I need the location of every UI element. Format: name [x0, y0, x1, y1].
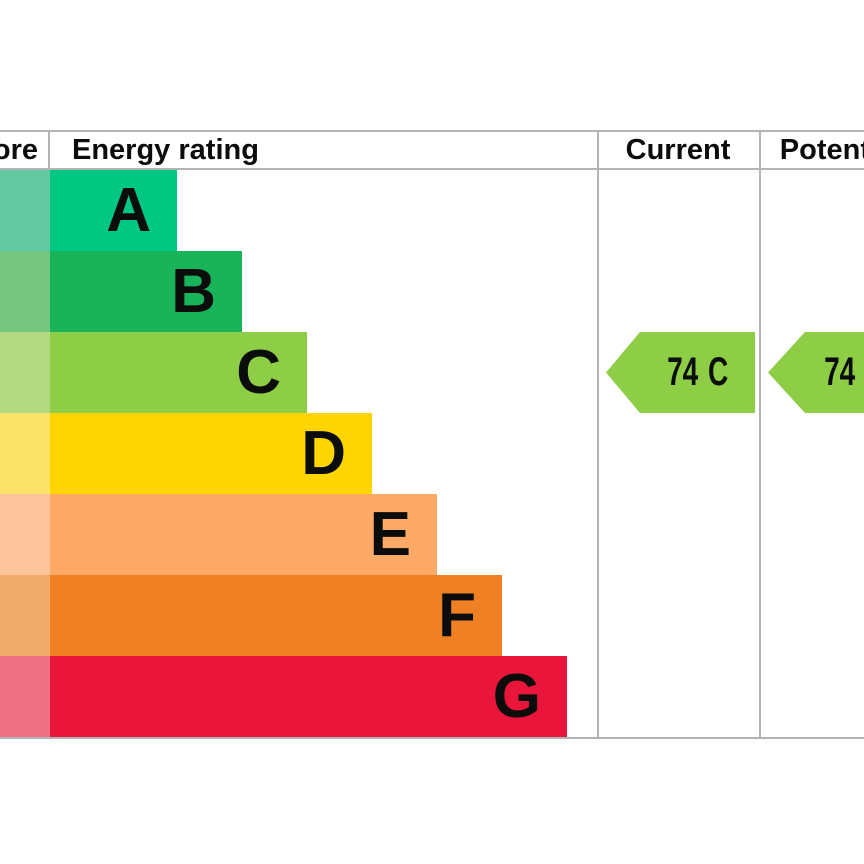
band-letter-f: F	[438, 581, 476, 650]
band-bar-g: G	[50, 656, 567, 737]
band-row-f: 21-38 F	[0, 575, 864, 656]
score-column-header: Score	[0, 134, 38, 166]
band-letter-a: A	[106, 176, 151, 245]
band-row-b: 81-91 B	[0, 251, 864, 332]
current-column-divider	[597, 130, 599, 739]
potential-column-divider	[759, 130, 761, 739]
band-letter-d: D	[301, 419, 346, 488]
score-cell-g: 1-20	[0, 656, 50, 737]
band-letter-c: C	[236, 338, 281, 407]
energy-rating-column-header: Energy rating	[72, 134, 259, 166]
score-cell-a: 92+	[0, 170, 50, 251]
band-bar-c: C	[50, 332, 307, 413]
current-rating-arrow: 74 C	[606, 332, 755, 413]
chart-header-row: Score Energy rating Current Potential	[0, 130, 864, 170]
potential-rating-text: 74C	[824, 350, 864, 395]
potential-rating-score: 74	[823, 350, 856, 394]
band-letter-b: B	[171, 257, 216, 326]
chart-bottom-border	[0, 737, 864, 739]
band-bar-e: E	[50, 494, 437, 575]
band-row-d: 55-68 D	[0, 413, 864, 494]
score-cell-c: 69-80	[0, 332, 50, 413]
band-bar-f: F	[50, 575, 502, 656]
score-cell-e: 39-54	[0, 494, 50, 575]
current-rating-score: 74	[666, 350, 699, 394]
band-bar-b: B	[50, 251, 242, 332]
band-bar-a: A	[50, 170, 177, 251]
score-cell-d: 55-68	[0, 413, 50, 494]
band-row-a: 92+ A	[0, 170, 864, 251]
score-cell-f: 21-38	[0, 575, 50, 656]
band-row-e: 39-54 E	[0, 494, 864, 575]
potential-column-header: Potential	[779, 134, 864, 166]
score-cell-b: 81-91	[0, 251, 50, 332]
band-row-g: 1-20 G	[0, 656, 864, 737]
band-letter-g: G	[492, 662, 541, 731]
band-letter-e: E	[369, 500, 411, 569]
current-rating-band: C	[707, 350, 729, 394]
current-rating-text: 74 C	[667, 350, 728, 395]
band-row-c: 69-80 C	[0, 332, 864, 413]
current-column-header: Current	[625, 134, 731, 166]
band-bar-d: D	[50, 413, 372, 494]
score-column-divider	[48, 130, 50, 170]
